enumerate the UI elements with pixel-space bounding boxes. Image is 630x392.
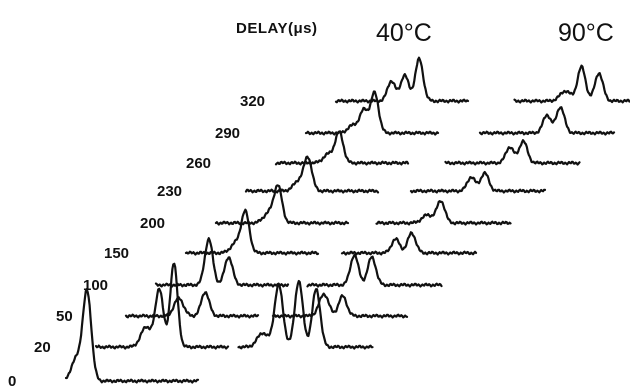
trace-90c-delay-100 (306, 253, 443, 288)
trace-40c-delay-230 (244, 155, 380, 194)
trace-40c-delay-320 (334, 56, 470, 104)
trace-40c-delay-100 (154, 237, 290, 288)
delay-tick-100: 100 (83, 277, 108, 294)
delay-tick-320: 320 (240, 93, 265, 110)
delay-axis-label: DELAY(μs) (236, 20, 317, 37)
panel-40c-traces (64, 56, 470, 384)
trace-40c-delay-150 (184, 208, 320, 256)
delay-tick-20: 20 (34, 339, 51, 356)
panel-label-40c: 40°C (376, 19, 432, 47)
trace-90c-delay-290 (478, 106, 616, 136)
trace-40c-delay-290 (304, 90, 440, 136)
delay-tick-230: 230 (157, 183, 182, 200)
trace-40c-delay-20 (94, 262, 230, 350)
trace-40c-delay-50 (124, 291, 260, 319)
delay-tick-0: 0 (8, 373, 16, 390)
trace-40c-delay-0 (64, 288, 200, 384)
delay-tick-260: 260 (186, 155, 211, 172)
trace-40c-delay-260 (274, 130, 410, 166)
delay-tick-150: 150 (104, 245, 129, 262)
trace-90c-delay-260 (444, 139, 581, 166)
trace-90c-delay-200 (375, 200, 512, 226)
figure-headers: DELAY(μs) 40°C 90°C (236, 19, 614, 47)
trace-90c-delay-230 (409, 170, 547, 194)
trace-40c-delay-200 (214, 184, 350, 226)
delay-tick-200: 200 (140, 215, 165, 232)
panel-90c-traces (237, 64, 630, 350)
delay-tick-290: 290 (215, 125, 240, 142)
trace-90c-delay-150 (340, 231, 478, 256)
trace-90c-delay-50 (271, 292, 409, 319)
trace-90c-delay-320 (513, 64, 630, 104)
trace-90c-delay-20 (237, 279, 374, 350)
panel-label-90c: 90°C (558, 19, 614, 47)
delay-tick-50: 50 (56, 308, 73, 325)
